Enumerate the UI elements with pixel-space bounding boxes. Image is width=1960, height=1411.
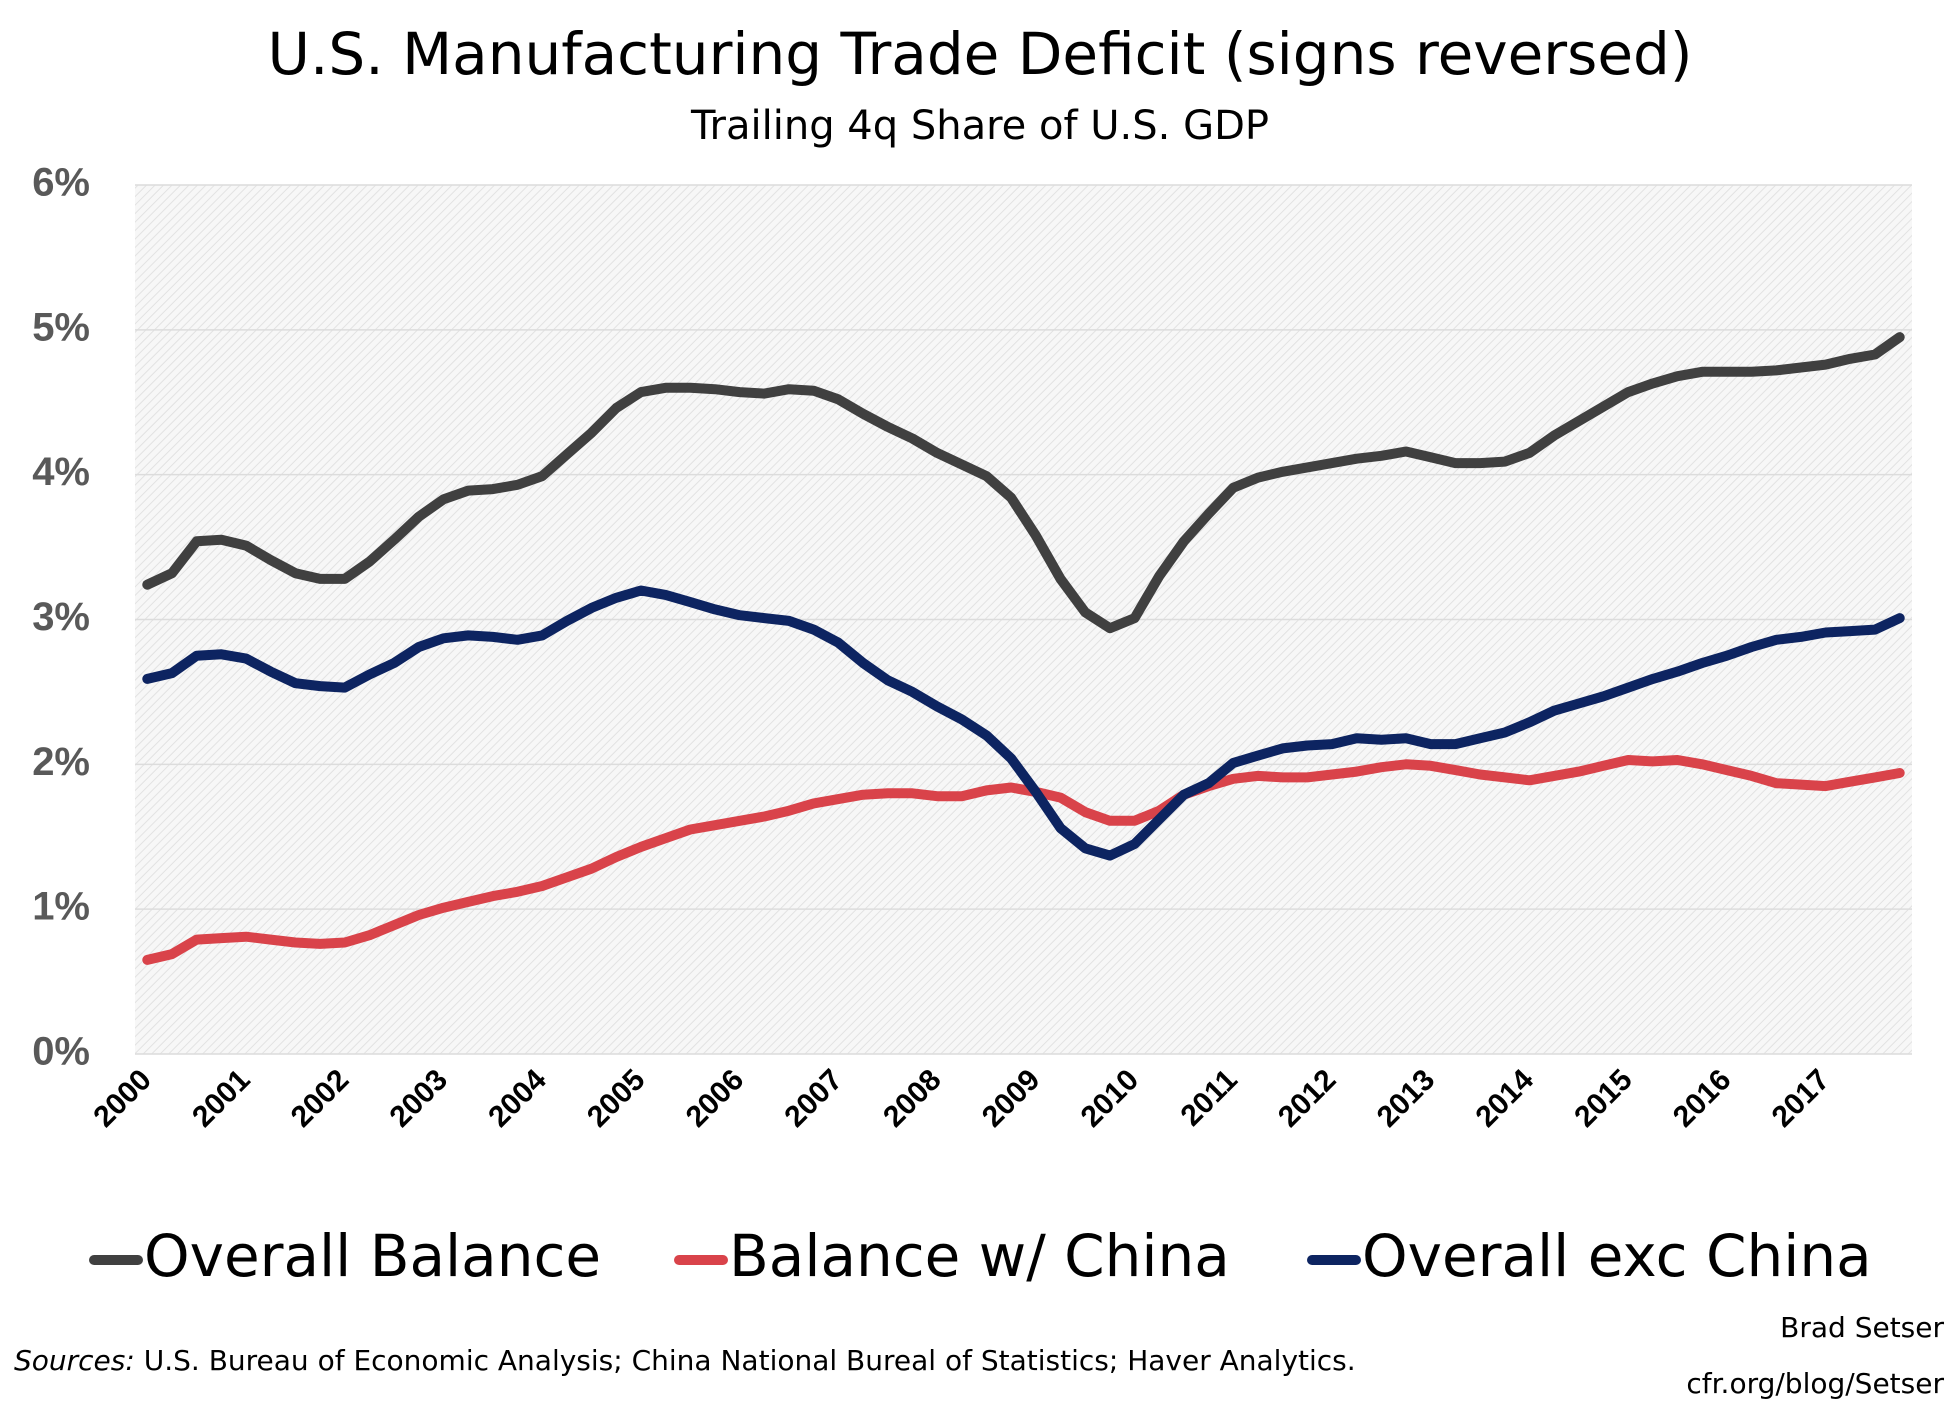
sources-text: U.S. Bureau of Economic Analysis; China … xyxy=(144,1344,1356,1377)
x-tick-label: 2005 xyxy=(581,1063,652,1134)
x-tick-label: 2008 xyxy=(877,1063,948,1134)
x-tick-label: 2009 xyxy=(976,1063,1047,1134)
x-tick-label: 2017 xyxy=(1766,1063,1837,1134)
legend-label: Balance w/ China xyxy=(729,1222,1230,1290)
sources-label: Sources: xyxy=(14,1344,135,1377)
x-tick-label: 2000 xyxy=(87,1063,158,1134)
y-tick-label: 0% xyxy=(32,1030,90,1074)
x-tick-label: 2014 xyxy=(1469,1063,1540,1134)
data-line xyxy=(142,585,1905,861)
y-tick-label: 3% xyxy=(32,595,90,639)
x-tick-label: 2002 xyxy=(285,1063,356,1134)
website: cfr.org/blog/Setser xyxy=(1686,1367,1944,1400)
data-line xyxy=(142,332,1905,634)
x-tick-label: 2013 xyxy=(1371,1063,1442,1134)
data-line xyxy=(142,755,1905,965)
y-tick-label: 1% xyxy=(32,885,90,929)
y-tick-label: 6% xyxy=(32,161,90,205)
x-tick-label: 2007 xyxy=(778,1063,849,1134)
y-tick-label: 4% xyxy=(32,450,90,494)
x-tick-label: 2001 xyxy=(186,1063,257,1134)
x-tick-label: 2016 xyxy=(1667,1063,1738,1134)
x-tick-label: 2011 xyxy=(1174,1063,1243,1132)
chart-title: U.S. Manufacturing Trade Deficit (signs … xyxy=(268,20,1693,88)
x-tick-label: 2010 xyxy=(1075,1063,1146,1134)
x-tick-label: 2012 xyxy=(1272,1063,1343,1134)
author: Brad Setser xyxy=(1780,1311,1944,1344)
chart-subtitle: Trailing 4q Share of U.S. GDP xyxy=(690,103,1269,149)
x-tick-label: 2006 xyxy=(680,1063,751,1134)
sources: Sources: U.S. Bureau of Economic Analysi… xyxy=(14,1344,1356,1377)
legend-label: Overall Balance xyxy=(144,1222,601,1290)
x-tick-label: 2004 xyxy=(482,1063,553,1134)
x-tick-label: 2003 xyxy=(384,1063,455,1134)
y-tick-label: 2% xyxy=(32,740,90,784)
y-tick-label: 5% xyxy=(32,305,90,349)
x-tick-label: 2015 xyxy=(1568,1063,1639,1134)
legend-label: Overall exc China xyxy=(1362,1222,1872,1290)
